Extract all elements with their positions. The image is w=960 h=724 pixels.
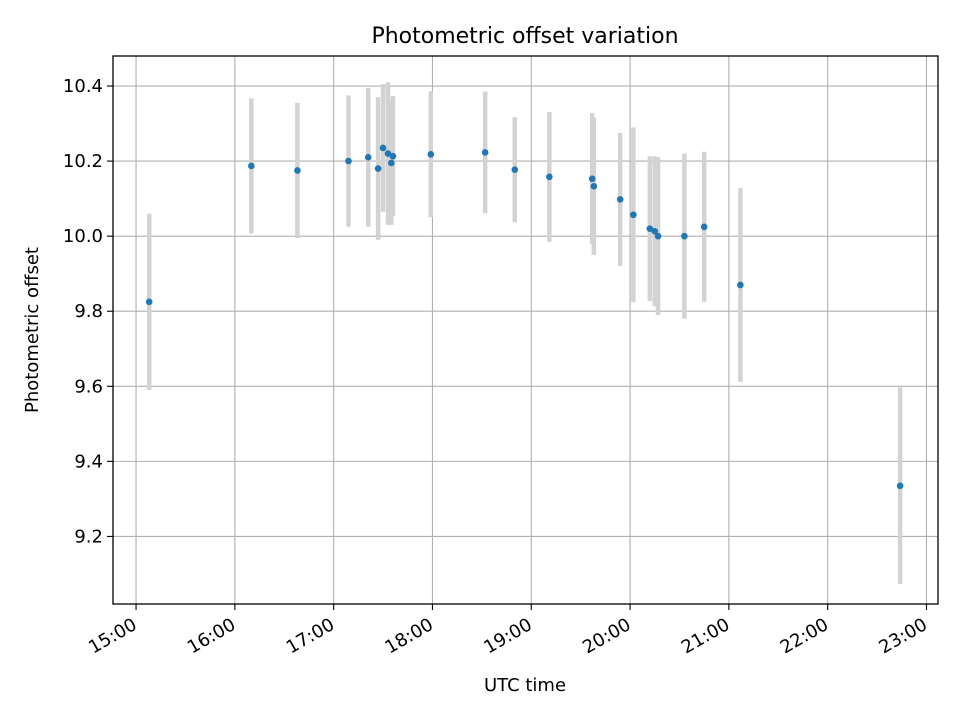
data-point bbox=[427, 151, 435, 158]
data-point bbox=[145, 298, 153, 306]
y-tick-label: 9.6 bbox=[74, 376, 103, 397]
data-point bbox=[651, 227, 659, 235]
x-axis-label: UTC time bbox=[484, 675, 566, 696]
y-axis-label: Photometric offset bbox=[22, 247, 43, 413]
data-point bbox=[737, 281, 744, 289]
y-tick-label: 9.8 bbox=[74, 301, 103, 322]
data-point bbox=[379, 144, 387, 152]
data-point bbox=[616, 196, 624, 203]
y-tick-label: 9.4 bbox=[74, 451, 103, 472]
y-tick-label: 10.0 bbox=[63, 226, 103, 247]
data-point bbox=[374, 165, 382, 172]
marker-layer bbox=[145, 144, 904, 490]
data-point bbox=[590, 182, 598, 190]
data-point bbox=[364, 154, 372, 161]
data-point bbox=[654, 232, 662, 240]
data-point bbox=[387, 159, 395, 167]
data-point bbox=[511, 166, 519, 174]
y-tick-label: 10.2 bbox=[63, 151, 103, 172]
data-point bbox=[546, 173, 553, 181]
y-tick-label: 10.4 bbox=[63, 76, 103, 97]
data-point bbox=[700, 223, 708, 231]
data-point bbox=[646, 225, 654, 232]
data-point bbox=[345, 157, 352, 165]
data-point bbox=[481, 149, 489, 156]
grid-layer bbox=[113, 56, 938, 604]
data-point bbox=[248, 162, 255, 170]
plot-frame bbox=[112, 55, 939, 605]
data-point bbox=[389, 152, 397, 160]
data-point bbox=[681, 232, 688, 240]
data-point bbox=[294, 167, 301, 174]
y-tick-label: 9.2 bbox=[74, 526, 103, 547]
data-point bbox=[630, 211, 637, 219]
data-point bbox=[588, 175, 596, 183]
data-point bbox=[896, 482, 904, 490]
chart-title: Photometric offset variation bbox=[371, 24, 678, 49]
data-point bbox=[384, 150, 392, 157]
